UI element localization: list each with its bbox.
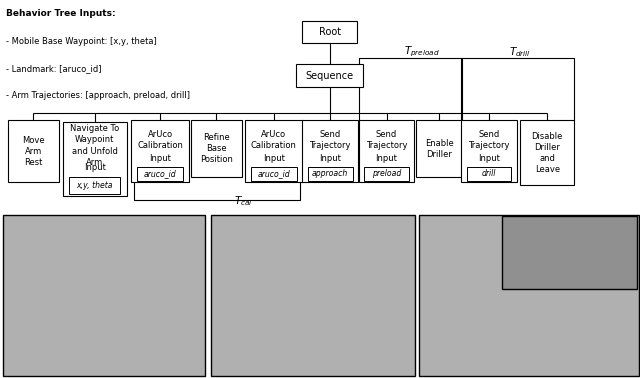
- FancyBboxPatch shape: [520, 120, 575, 186]
- Text: Input: Input: [149, 154, 171, 163]
- Text: Send
Trajectory: Send Trajectory: [310, 130, 351, 150]
- Text: Sequence: Sequence: [305, 71, 354, 81]
- FancyBboxPatch shape: [3, 215, 205, 376]
- Text: Input: Input: [263, 154, 285, 163]
- FancyBboxPatch shape: [308, 167, 353, 181]
- Text: ArUco
Calibration: ArUco Calibration: [251, 130, 297, 150]
- Text: Disable
Driller
and
Leave: Disable Driller and Leave: [531, 132, 563, 174]
- Text: Refine
Base
Position: Refine Base Position: [200, 133, 233, 164]
- FancyBboxPatch shape: [211, 215, 415, 376]
- Text: Input: Input: [478, 154, 500, 163]
- Text: Navigate To
Waypoint
and Unfold
Arm: Navigate To Waypoint and Unfold Arm: [70, 124, 119, 167]
- FancyBboxPatch shape: [303, 120, 358, 183]
- FancyBboxPatch shape: [245, 120, 303, 183]
- Text: Enable
Driller: Enable Driller: [425, 138, 453, 159]
- FancyBboxPatch shape: [69, 177, 120, 194]
- Text: Send
Trajectory: Send Trajectory: [366, 130, 407, 150]
- FancyBboxPatch shape: [419, 215, 639, 376]
- Text: $T_{preload}$: $T_{preload}$: [404, 45, 440, 59]
- Text: x,y, theta: x,y, theta: [76, 181, 113, 190]
- Text: Move
Arm
Rest: Move Arm Rest: [22, 136, 45, 167]
- Text: aruco_id: aruco_id: [144, 169, 176, 178]
- FancyBboxPatch shape: [467, 167, 511, 181]
- Text: ArUco
Calibration: ArUco Calibration: [137, 130, 183, 150]
- FancyBboxPatch shape: [296, 64, 364, 87]
- Text: preload: preload: [372, 169, 401, 178]
- Text: Root: Root: [319, 27, 340, 37]
- FancyBboxPatch shape: [364, 167, 409, 181]
- FancyBboxPatch shape: [359, 120, 415, 183]
- FancyBboxPatch shape: [131, 120, 189, 183]
- Text: Behavior Tree Inputs:: Behavior Tree Inputs:: [6, 9, 116, 19]
- Text: $T_{cal}$: $T_{cal}$: [234, 194, 253, 208]
- FancyBboxPatch shape: [303, 21, 357, 43]
- FancyBboxPatch shape: [461, 120, 517, 183]
- FancyBboxPatch shape: [63, 122, 127, 196]
- FancyBboxPatch shape: [251, 167, 297, 181]
- Text: drill: drill: [482, 169, 496, 178]
- Text: $T_{drill}$: $T_{drill}$: [509, 45, 531, 59]
- FancyBboxPatch shape: [191, 120, 242, 177]
- Text: approach: approach: [312, 169, 348, 178]
- Text: aruco_id: aruco_id: [258, 169, 290, 178]
- Text: - Landmark: [aruco_id]: - Landmark: [aruco_id]: [6, 64, 102, 73]
- Text: - Mobile Base Waypoint: [x,y, theta]: - Mobile Base Waypoint: [x,y, theta]: [6, 37, 157, 46]
- Text: - Arm Trajectories: [approach, preload, drill]: - Arm Trajectories: [approach, preload, …: [6, 91, 191, 100]
- FancyBboxPatch shape: [416, 120, 463, 177]
- Text: Input: Input: [84, 163, 106, 172]
- Text: Input: Input: [376, 154, 397, 163]
- Text: Send
Trajectory: Send Trajectory: [468, 130, 509, 150]
- Text: Input: Input: [319, 154, 341, 163]
- FancyBboxPatch shape: [137, 167, 183, 181]
- FancyBboxPatch shape: [502, 216, 637, 289]
- FancyBboxPatch shape: [8, 120, 59, 183]
